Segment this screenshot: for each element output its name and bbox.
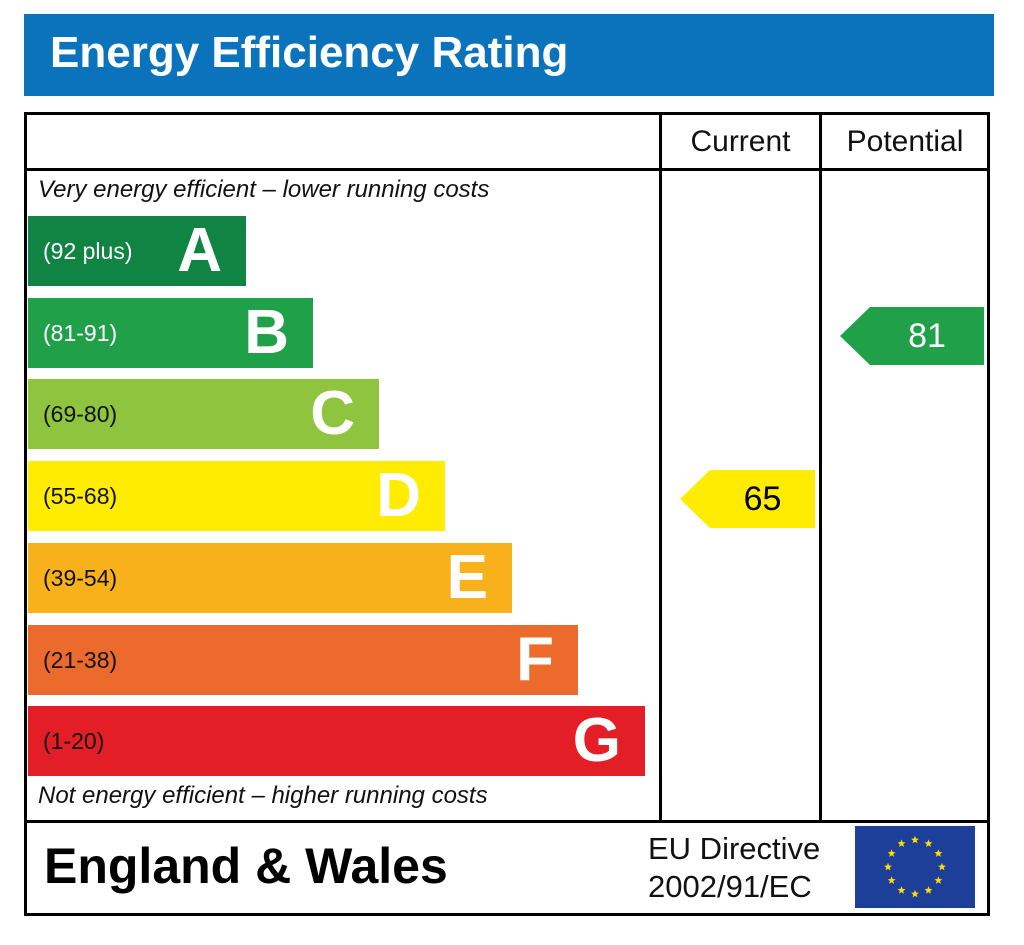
- directive-label: EU Directive 2002/91/EC: [648, 830, 820, 906]
- band-c: (69-80) C: [28, 379, 379, 450]
- eu-star-icon: [934, 876, 943, 884]
- eu-star-icon: [911, 889, 919, 898]
- band-letter: B: [244, 297, 289, 367]
- eu-star-icon: [924, 839, 933, 848]
- bottom-caption: Not energy efficient – higher running co…: [38, 782, 488, 809]
- band-range-label: (1-20): [43, 728, 105, 755]
- directive-line-2: 2002/91/EC: [648, 869, 812, 904]
- title-bar: Energy Efficiency Rating: [24, 14, 994, 96]
- eu-star-icon: [887, 849, 896, 857]
- footer-divider: [24, 820, 990, 823]
- top-caption: Very energy efficient – lower running co…: [38, 176, 490, 203]
- potential-arrow-tip: [840, 306, 870, 365]
- current-column-header: Current: [690, 125, 791, 158]
- current-arrow-tip: [680, 470, 710, 529]
- band-letter: D: [376, 461, 421, 531]
- band-letter: G: [572, 706, 621, 776]
- rating-frame: [24, 112, 990, 916]
- band-letter: E: [446, 542, 488, 612]
- potential-rating-value: 81: [870, 306, 984, 365]
- eu-star-icon: [884, 862, 892, 871]
- eu-star-icon: [887, 876, 896, 884]
- band-letter: F: [516, 624, 554, 694]
- band-range-label: (81-91): [43, 319, 118, 346]
- eu-star-icon: [897, 886, 906, 894]
- country-label: England & Wales: [44, 838, 448, 894]
- eu-flag-icon: [855, 826, 975, 908]
- band-range-label: (39-54): [43, 564, 118, 591]
- directive-line-1: EU Directive: [648, 831, 821, 866]
- band-a: (92 plus) A: [28, 216, 246, 286]
- header-divider: [24, 168, 990, 171]
- potential-column-divider: [819, 112, 822, 823]
- band-letter: C: [310, 379, 355, 449]
- band-b: (81-91) B: [28, 297, 313, 368]
- potential-column-header: Potential: [846, 125, 964, 158]
- eu-star-icon: [938, 862, 946, 871]
- band-range-label: (92 plus): [43, 238, 133, 264]
- band-range-label: (69-80): [43, 401, 118, 428]
- band-f: (21-38) F: [28, 624, 578, 695]
- current-column-divider: [659, 112, 662, 823]
- band-g: (1-20) G: [28, 706, 645, 777]
- band-e: (39-54) E: [28, 542, 512, 613]
- band-range-label: (55-68): [43, 483, 118, 510]
- eu-star-icon: [924, 886, 933, 894]
- band-range-label: (21-38): [43, 646, 118, 673]
- band-letter: A: [177, 216, 222, 285]
- band-d: (55-68) D: [28, 461, 445, 532]
- chart-title: Energy Efficiency Rating: [50, 28, 569, 77]
- eu-star-icon: [911, 835, 919, 844]
- current-rating-value: 65: [710, 470, 815, 529]
- current-rating-arrow: 65: [680, 470, 815, 529]
- eu-star-icon: [897, 839, 906, 848]
- potential-rating-arrow: 81: [840, 306, 984, 365]
- eu-star-icon: [934, 849, 943, 857]
